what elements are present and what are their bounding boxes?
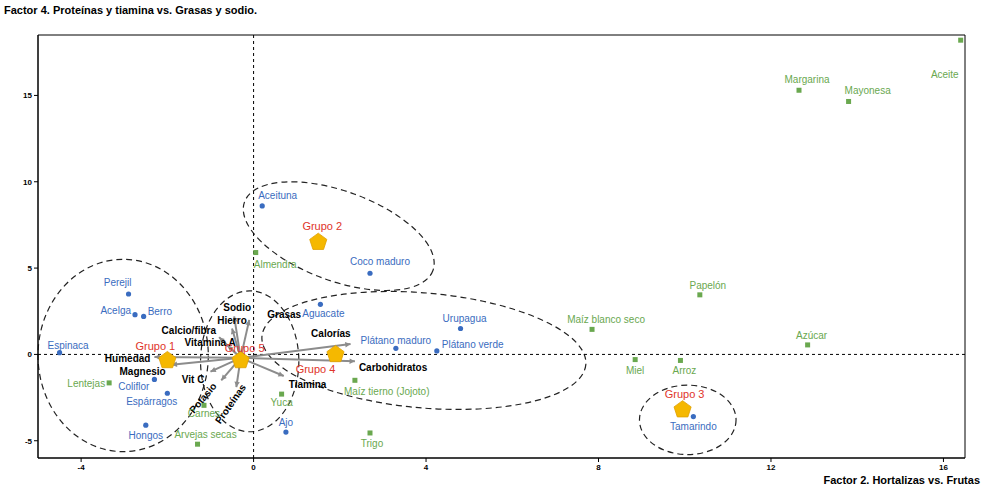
- svg-text:Trigo: Trigo: [361, 438, 384, 449]
- svg-text:Humedad: Humedad: [105, 353, 151, 364]
- svg-text:Sodio: Sodio: [223, 302, 251, 313]
- svg-text:Maíz tierno (Jojoto): Maíz tierno (Jojoto): [344, 386, 430, 397]
- svg-text:Coco maduro: Coco maduro: [350, 256, 410, 267]
- svg-text:Tamarindo: Tamarindo: [670, 421, 717, 432]
- svg-text:Espinaca: Espinaca: [48, 340, 90, 351]
- svg-text:Grupo 3: Grupo 3: [665, 388, 705, 400]
- svg-text:Maíz blanco seco: Maíz blanco seco: [567, 314, 645, 325]
- svg-text:Hierro: Hierro: [217, 315, 246, 326]
- svg-text:10: 10: [23, 178, 32, 187]
- svg-text:Arvejas secas: Arvejas secas: [174, 429, 236, 440]
- svg-text:-4: -4: [78, 463, 86, 472]
- svg-text:Plátano verde: Plátano verde: [442, 339, 504, 350]
- svg-text:Carnes: Carnes: [188, 408, 220, 419]
- html-text:Factor 2. Hortalizas vs. Fruta: Factor 2. Hortalizas vs. Frutas: [823, 474, 980, 486]
- svg-text:Ajo: Ajo: [279, 417, 294, 428]
- svg-text:Berro: Berro: [148, 306, 173, 317]
- svg-text:5: 5: [28, 264, 33, 273]
- svg-text:Almendra: Almendra: [254, 259, 297, 270]
- svg-text:Mayonesa: Mayonesa: [845, 85, 892, 96]
- svg-text:0: 0: [28, 350, 33, 359]
- svg-text:Perejil: Perejil: [104, 277, 132, 288]
- svg-text:Vit C: Vit C: [182, 374, 205, 385]
- svg-text:Aguacate: Aguacate: [302, 308, 345, 319]
- svg-text:Potasio: Potasio: [187, 380, 219, 416]
- svg-text:Aceituna: Aceituna: [258, 190, 297, 201]
- svg-text:Lentejas: Lentejas: [67, 378, 105, 389]
- svg-text:Calorías: Calorías: [311, 328, 351, 339]
- svg-text:Yuca: Yuca: [270, 397, 293, 408]
- svg-text:Papelón: Papelón: [689, 280, 726, 291]
- svg-text:Grupo 1: Grupo 1: [135, 340, 175, 352]
- svg-text:Grasas: Grasas: [267, 309, 301, 320]
- svg-text:Margarina: Margarina: [784, 74, 829, 85]
- svg-text:16: 16: [939, 463, 948, 472]
- svg-text:Grupo 2: Grupo 2: [302, 220, 342, 232]
- svg-text:Miel: Miel: [626, 365, 644, 376]
- svg-text:8: 8: [596, 463, 601, 472]
- svg-text:Aceite: Aceite: [931, 69, 959, 80]
- svg-text:Hongos: Hongos: [129, 430, 163, 441]
- svg-text:Plátano maduro: Plátano maduro: [361, 335, 432, 346]
- svg-text:Grupo 5: Grupo 5: [225, 342, 265, 354]
- svg-text:Magnesio: Magnesio: [120, 366, 166, 377]
- svg-text:Azúcar: Azúcar: [796, 330, 828, 341]
- svg-text:Proteínas: Proteínas: [212, 382, 248, 426]
- svg-text:0: 0: [251, 463, 256, 472]
- svg-text:-5: -5: [25, 437, 33, 446]
- svg-text:15: 15: [23, 91, 32, 100]
- html-text:Factor 4. Proteínas y tiamina: Factor 4. Proteínas y tiamina vs. Grasas…: [4, 4, 258, 16]
- svg-text:12: 12: [767, 463, 776, 472]
- svg-text:Vitamina A: Vitamina A: [184, 336, 236, 348]
- svg-text:Acelga: Acelga: [100, 305, 131, 316]
- svg-text:4: 4: [424, 463, 429, 472]
- svg-text:Tiamina: Tiamina: [289, 379, 327, 390]
- svg-text:Arroz: Arroz: [672, 365, 696, 376]
- svg-text:Espárragos: Espárragos: [126, 396, 177, 407]
- svg-text:Urupagua: Urupagua: [443, 313, 487, 324]
- svg-text:Coliflor: Coliflor: [118, 381, 150, 392]
- svg-text:Calcio/fibra: Calcio/fibra: [162, 325, 217, 336]
- svg-text:Carbohidratos: Carbohidratos: [359, 362, 428, 373]
- svg-text:Grupo 4: Grupo 4: [296, 363, 336, 375]
